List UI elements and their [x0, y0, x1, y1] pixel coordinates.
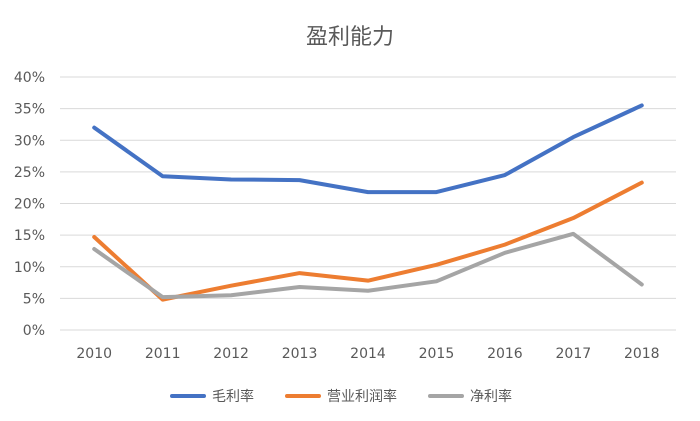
- x-axis-tick-labels: 2010 2011 2012 2013 2014 2015 2016 2017 2018: [76, 346, 659, 362]
- legend: 毛利率 营业利润率 净利率: [170, 388, 512, 405]
- y-axis-tick-labels: 0% 5% 10% 15% 20% 25% 30% 35% 40%: [14, 70, 45, 339]
- chart-title: 盈利能力: [306, 25, 394, 50]
- y-tick-label: 15%: [14, 228, 45, 244]
- legend-label: 净利率: [470, 388, 512, 405]
- x-tick-label: 2015: [419, 346, 455, 362]
- y-tick-label: 20%: [14, 197, 45, 213]
- y-tick-label: 10%: [14, 260, 45, 276]
- x-tick-label: 2014: [350, 346, 386, 362]
- legend-item: 营业利润率: [285, 388, 397, 405]
- y-tick-label: 40%: [14, 70, 45, 86]
- x-tick-label: 2011: [145, 346, 181, 362]
- legend-label: 营业利润率: [327, 388, 397, 405]
- y-tick-label: 0%: [23, 323, 45, 339]
- x-tick-label: 2012: [213, 346, 249, 362]
- y-tick-label: 30%: [14, 133, 45, 149]
- x-tick-label: 2016: [487, 346, 523, 362]
- series-lines: [92, 103, 644, 302]
- x-tick-label: 2018: [624, 346, 660, 362]
- series-line: [92, 231, 644, 300]
- legend-item: 毛利率: [170, 388, 254, 405]
- series-line: [92, 103, 644, 195]
- x-tick-label: 2010: [76, 346, 112, 362]
- y-tick-label: 25%: [14, 165, 45, 181]
- y-tick-label: 5%: [23, 291, 45, 307]
- legend-item: 净利率: [428, 388, 512, 405]
- y-tick-label: 35%: [14, 102, 45, 118]
- x-tick-label: 2017: [556, 346, 592, 362]
- x-tick-label: 2013: [282, 346, 318, 362]
- series-line: [92, 180, 644, 302]
- legend-label: 毛利率: [212, 388, 254, 405]
